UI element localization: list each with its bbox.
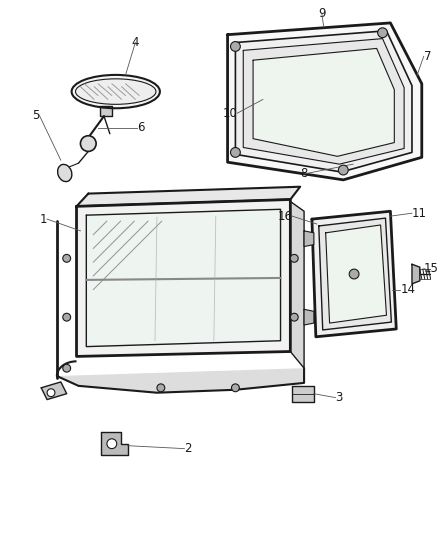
Circle shape xyxy=(63,364,71,372)
Circle shape xyxy=(47,389,55,397)
Circle shape xyxy=(230,148,240,157)
Text: 14: 14 xyxy=(399,283,414,296)
Polygon shape xyxy=(101,432,127,456)
Text: 10: 10 xyxy=(222,107,237,120)
Polygon shape xyxy=(243,38,403,164)
Ellipse shape xyxy=(71,75,159,108)
Circle shape xyxy=(63,313,71,321)
Polygon shape xyxy=(41,382,67,400)
Text: 9: 9 xyxy=(317,6,325,20)
Polygon shape xyxy=(76,199,290,357)
Polygon shape xyxy=(235,31,411,172)
Polygon shape xyxy=(411,264,419,284)
Ellipse shape xyxy=(57,164,72,182)
Text: 15: 15 xyxy=(423,262,438,274)
Circle shape xyxy=(348,269,358,279)
Polygon shape xyxy=(227,23,421,180)
Polygon shape xyxy=(325,225,385,323)
Text: 4: 4 xyxy=(131,36,139,49)
Polygon shape xyxy=(304,231,313,247)
Text: 5: 5 xyxy=(32,109,39,122)
Polygon shape xyxy=(318,218,391,330)
Polygon shape xyxy=(86,209,280,346)
Text: 11: 11 xyxy=(411,207,426,220)
Polygon shape xyxy=(100,106,112,116)
Polygon shape xyxy=(252,49,393,156)
Circle shape xyxy=(377,28,387,38)
Circle shape xyxy=(230,42,240,51)
Circle shape xyxy=(290,254,297,262)
Text: 8: 8 xyxy=(300,167,307,181)
Text: 1: 1 xyxy=(39,213,47,225)
Circle shape xyxy=(80,136,96,151)
Polygon shape xyxy=(76,187,300,206)
Circle shape xyxy=(107,439,117,449)
Polygon shape xyxy=(304,309,313,325)
Polygon shape xyxy=(290,201,304,368)
Text: 3: 3 xyxy=(335,391,342,404)
Ellipse shape xyxy=(75,79,155,104)
Polygon shape xyxy=(311,211,396,337)
Text: 6: 6 xyxy=(137,122,145,134)
Polygon shape xyxy=(57,368,304,393)
Text: 7: 7 xyxy=(423,50,430,63)
Circle shape xyxy=(157,384,164,392)
Circle shape xyxy=(63,254,71,262)
Circle shape xyxy=(231,384,239,392)
Text: 2: 2 xyxy=(184,442,191,455)
Circle shape xyxy=(290,313,297,321)
Circle shape xyxy=(338,165,347,175)
Text: 16: 16 xyxy=(277,209,292,223)
Polygon shape xyxy=(292,386,313,401)
